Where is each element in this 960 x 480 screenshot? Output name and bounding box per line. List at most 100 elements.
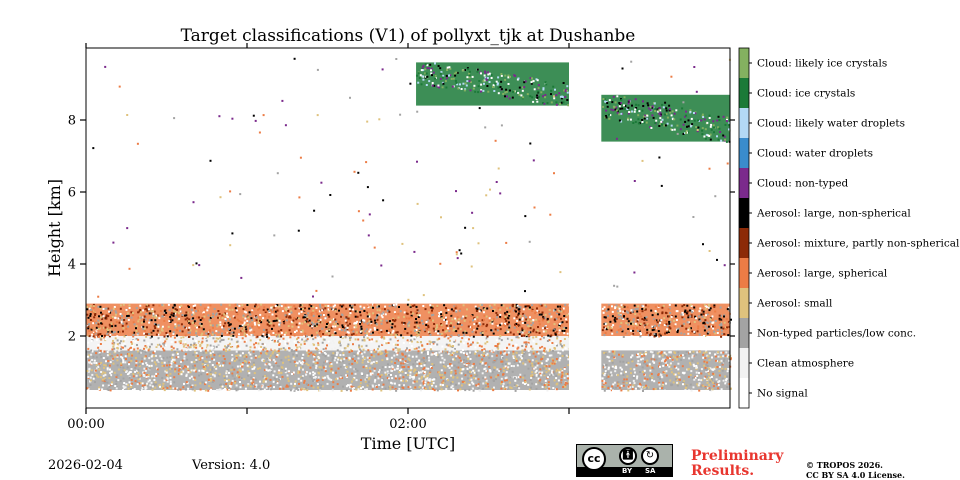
pixel-mark bbox=[365, 388, 368, 391]
pixel-mark bbox=[345, 385, 348, 388]
pixel-mark bbox=[453, 338, 456, 341]
pixel-mark bbox=[714, 381, 717, 384]
pixel-mark bbox=[336, 349, 339, 352]
pixel-mark bbox=[353, 313, 356, 316]
pixel-mark bbox=[605, 377, 608, 380]
pixel-mark bbox=[386, 321, 389, 324]
pixel-mark bbox=[659, 365, 661, 368]
pixel-mark bbox=[420, 365, 423, 367]
pixel-mark bbox=[268, 357, 271, 360]
pixel-mark bbox=[665, 323, 668, 325]
pixel-mark bbox=[375, 360, 378, 363]
pixel-mark bbox=[375, 317, 378, 320]
pixel-mark bbox=[558, 316, 561, 319]
pixel-mark bbox=[399, 364, 402, 367]
pixel-mark bbox=[186, 311, 189, 314]
pixel-mark bbox=[115, 383, 118, 385]
pixel-mark bbox=[486, 340, 489, 343]
pixel-mark bbox=[120, 340, 122, 343]
pixel-mark bbox=[526, 305, 529, 308]
pixel-mark bbox=[528, 338, 531, 341]
pixel-mark bbox=[551, 336, 554, 338]
pixel-mark bbox=[198, 326, 201, 328]
pixel-mark bbox=[86, 313, 89, 316]
pixel-mark bbox=[137, 338, 140, 341]
pixel-mark bbox=[96, 374, 99, 377]
pixel-mark bbox=[107, 330, 110, 333]
pixel-mark bbox=[146, 309, 149, 312]
pixel-mark bbox=[395, 303, 398, 306]
pixel-mark bbox=[256, 335, 259, 338]
pixel-mark bbox=[339, 304, 342, 307]
pixel-mark bbox=[307, 323, 310, 326]
pixel-mark bbox=[716, 332, 719, 334]
pixel-mark bbox=[630, 356, 633, 359]
pixel-mark bbox=[609, 328, 612, 331]
pixel-mark bbox=[672, 381, 675, 384]
pixel-mark bbox=[89, 314, 92, 317]
pixel-mark bbox=[657, 387, 660, 390]
pixel-mark bbox=[102, 371, 105, 374]
pixel-mark bbox=[513, 339, 516, 342]
pixel-mark bbox=[499, 335, 502, 337]
pixel-mark bbox=[424, 362, 427, 365]
pixel-mark bbox=[521, 322, 524, 325]
pixel-mark bbox=[201, 332, 204, 335]
pixel-mark bbox=[466, 342, 469, 345]
pixel-mark bbox=[561, 370, 564, 372]
pixel-mark bbox=[552, 349, 554, 352]
pixel-mark bbox=[431, 353, 434, 356]
pixel-mark bbox=[462, 342, 465, 345]
pixel-mark bbox=[336, 324, 339, 327]
pixel-mark bbox=[499, 328, 502, 331]
pixel-mark bbox=[478, 322, 481, 325]
pixel-mark bbox=[540, 356, 543, 359]
pixel-mark bbox=[239, 320, 242, 323]
pixel-mark bbox=[608, 374, 611, 377]
pixel-mark bbox=[154, 319, 157, 322]
pixel-mark bbox=[314, 358, 317, 361]
pixel-mark bbox=[429, 343, 432, 345]
pixel-mark bbox=[261, 386, 264, 389]
pixel-mark bbox=[246, 384, 249, 387]
pixel-mark bbox=[137, 376, 140, 379]
pixel-mark bbox=[366, 338, 369, 341]
pixel-mark bbox=[261, 334, 264, 337]
pixel-mark bbox=[379, 319, 382, 322]
pixel-mark bbox=[649, 364, 652, 367]
pixel-mark bbox=[492, 332, 495, 335]
pixel-mark bbox=[205, 360, 208, 363]
pixel-mark bbox=[87, 347, 90, 350]
pixel-mark bbox=[130, 348, 133, 351]
pixel-mark bbox=[277, 372, 280, 374]
pixel-mark bbox=[137, 316, 140, 319]
pixel-mark bbox=[632, 332, 635, 335]
pixel-mark bbox=[605, 309, 608, 312]
pixel-mark bbox=[496, 368, 499, 371]
pixel-mark bbox=[334, 352, 337, 354]
pixel-mark bbox=[525, 335, 528, 338]
pixel-mark bbox=[427, 367, 430, 370]
pixel-mark bbox=[228, 387, 230, 389]
pixel-mark bbox=[524, 379, 527, 382]
pixel-mark bbox=[645, 384, 648, 387]
pixel-mark bbox=[368, 320, 371, 323]
pixel-mark bbox=[429, 333, 432, 336]
pixel-mark bbox=[440, 316, 443, 319]
pixel-mark bbox=[453, 328, 456, 331]
pixel-mark bbox=[516, 335, 519, 338]
pixel-mark bbox=[611, 365, 614, 368]
pixel-mark bbox=[629, 319, 631, 322]
pixel-mark bbox=[98, 315, 100, 318]
pixel-mark bbox=[416, 334, 419, 337]
pixel-mark bbox=[395, 334, 398, 337]
pixel-mark bbox=[334, 308, 337, 311]
pixel-mark bbox=[324, 307, 327, 310]
pixel-mark bbox=[501, 363, 504, 366]
pixel-mark bbox=[691, 330, 694, 333]
pixel-mark bbox=[359, 321, 361, 324]
pixel-mark bbox=[289, 306, 292, 309]
pixel-mark bbox=[204, 336, 207, 339]
pixel-mark bbox=[345, 374, 347, 377]
pixel-mark bbox=[705, 351, 708, 354]
